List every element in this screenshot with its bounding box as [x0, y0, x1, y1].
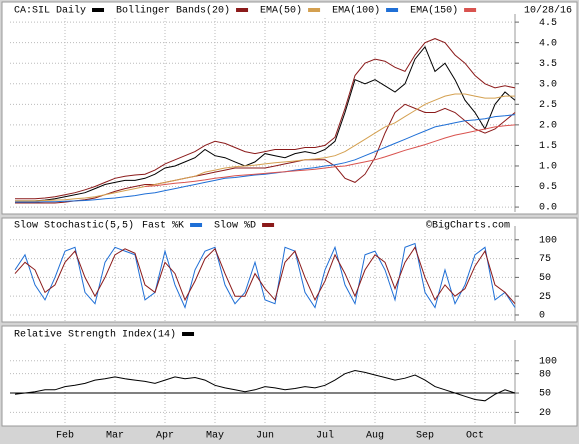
- x-tick-label: Sep: [416, 431, 434, 442]
- series-line: [14, 369, 516, 402]
- legend-swatch: [464, 8, 477, 12]
- y-tick-label: 1.5: [539, 141, 557, 152]
- legend-label: CA:SIL Daily: [14, 5, 86, 17]
- y-tick-label: 75: [539, 254, 551, 265]
- series-line: [15, 114, 516, 203]
- y-tick-label: 1.0: [539, 162, 557, 173]
- legend-swatch: [236, 8, 249, 12]
- y-tick-label: 0.0: [539, 203, 557, 214]
- y-tick-label: 3.0: [539, 79, 557, 90]
- series-line: [14, 246, 516, 305]
- legend-label: Bollinger Bands(20): [116, 5, 230, 17]
- y-tick-label: 25: [539, 292, 551, 303]
- legend-label: Fast %K: [142, 221, 184, 232]
- y-tick-label: 20: [539, 408, 551, 419]
- legend-label: Relative Strength Index(14): [14, 329, 176, 341]
- legend-swatch: [262, 223, 275, 227]
- date-label: 10/28/16: [524, 5, 572, 17]
- x-tick-label: Aug: [366, 431, 384, 442]
- y-tick-label: 4.5: [539, 18, 557, 29]
- x-tick-label: Feb: [56, 430, 74, 442]
- series-line: [15, 93, 515, 202]
- y-tick-label: 100: [539, 356, 557, 367]
- x-tick-label: Oct: [466, 431, 484, 442]
- series-line: [15, 103, 516, 204]
- x-tick-label: Jul: [316, 430, 334, 442]
- rsi-panel: [1, 325, 578, 427]
- y-tick-label: 2.5: [539, 100, 557, 111]
- price-panel: [1, 1, 578, 215]
- y-tick-label: 2.0: [539, 121, 557, 132]
- legend-label: Slow %D: [214, 220, 256, 232]
- legend-label: EMA(50): [260, 5, 302, 17]
- y-tick-label: 80: [539, 369, 551, 380]
- series-line: [15, 38, 516, 200]
- x-tick-label: Mar: [106, 431, 124, 442]
- credit: ©BigCharts.com: [426, 220, 510, 232]
- legend-swatch: [182, 332, 195, 336]
- y-tick-label: 50: [539, 273, 551, 284]
- y-tick-label: 3.5: [539, 59, 557, 70]
- y-tick-label: 100: [539, 235, 557, 246]
- x-tick-label: Jun: [256, 431, 274, 442]
- panel-title: Slow Stochastic(5,5): [14, 220, 134, 232]
- legend-swatch: [386, 8, 399, 12]
- legend-swatch: [308, 8, 321, 12]
- y-tick-label: 0.5: [539, 182, 557, 193]
- y-tick-label: 0: [539, 311, 545, 322]
- y-tick-label: 50: [539, 389, 551, 400]
- series-line: [144, 124, 516, 187]
- legend-label: EMA(150): [410, 5, 458, 17]
- legend-swatch: [92, 8, 105, 12]
- legend-swatch: [190, 223, 203, 227]
- x-tick-label: May: [206, 431, 224, 442]
- y-tick-label: 4.0: [539, 38, 557, 49]
- x-tick-label: Apr: [156, 431, 174, 442]
- stochastic-panel: [1, 217, 578, 323]
- legend-label: EMA(100): [332, 5, 380, 17]
- series-line: [15, 45, 516, 202]
